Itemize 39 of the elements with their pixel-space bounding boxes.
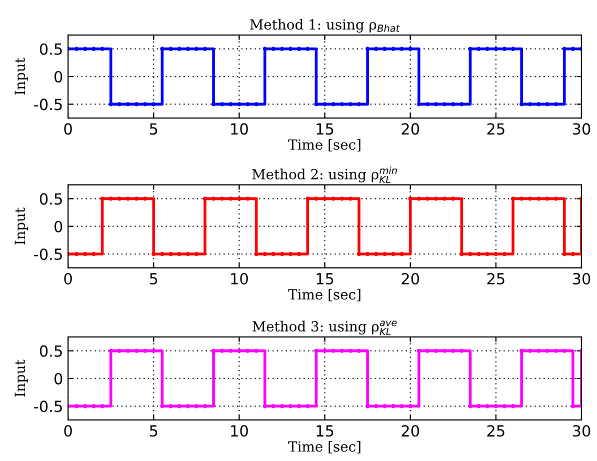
- x-tick-label: 15: [316, 273, 334, 285]
- x-tick-label: 25: [487, 425, 504, 437]
- y-tick-label: -0.5: [34, 98, 62, 110]
- x-tick-label: 25: [487, 272, 504, 285]
- y-tick-label: 0.5: [40, 193, 62, 205]
- x-axis-title: Time [sec]: [288, 441, 360, 454]
- x-tick-label: 5: [150, 273, 158, 285]
- x-tick-label: 15: [316, 123, 334, 135]
- y-tick-label: 0: [54, 70, 62, 83]
- x-tick-label: 5: [150, 425, 158, 437]
- x-axis-title: Time [sec]: [288, 139, 360, 152]
- x-tick-label: 10: [231, 425, 248, 437]
- x-tick-label: 5: [150, 123, 158, 135]
- chart-title: Method 3: using ρ$^{ave}$$_{KL}$: [252, 320, 397, 336]
- y-axis-title: Input: [14, 58, 28, 95]
- y-tick-label: 0: [54, 372, 62, 385]
- x-tick-label: 30: [572, 123, 590, 135]
- y-tick-label: 0: [54, 220, 62, 232]
- y-axis-title: Input: [14, 360, 28, 397]
- y-tick-label: -0.5: [34, 248, 62, 260]
- y-tick-label: 0.5: [40, 43, 62, 55]
- x-tick-label: 25: [487, 123, 504, 135]
- y-axis-title: Input: [14, 208, 28, 245]
- x-tick-label: 30: [572, 425, 590, 437]
- chart-title: Method 1: using ρ$_{Bhat}$: [250, 18, 400, 33]
- x-tick-label: 30: [572, 272, 590, 285]
- x-tick-label: 20: [402, 272, 420, 285]
- x-tick-label: 10: [231, 123, 248, 135]
- x-tick-label: 0: [64, 272, 72, 285]
- x-tick-label: 0: [64, 425, 72, 437]
- x-tick-label: 15: [316, 425, 334, 437]
- y-tick-label: -0.5: [34, 400, 62, 412]
- x-tick-label: 0: [64, 123, 72, 135]
- y-tick-label: 0.5: [40, 345, 62, 357]
- chart-title: Method 2: using ρ$^{min}$$_{KL}$: [252, 166, 397, 184]
- x-axis-title: Time [sec]: [288, 288, 360, 302]
- x-tick-label: 20: [402, 425, 420, 437]
- x-tick-label: 10: [231, 272, 248, 285]
- x-tick-label: 20: [402, 123, 420, 135]
